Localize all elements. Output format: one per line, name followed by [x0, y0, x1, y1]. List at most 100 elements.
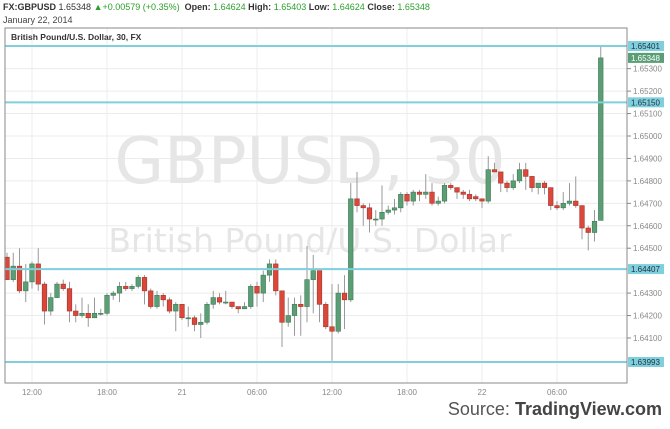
candle-down: [229, 301, 235, 307]
candle-up: [391, 207, 398, 211]
price-tick-label: 1.65000: [633, 132, 662, 141]
candle-up: [591, 220, 598, 233]
candle-down: [498, 171, 504, 184]
time-axis[interactable]: 12:00 18:00 21 06:00 12:00 18:00 22 06:00: [22, 388, 568, 397]
candle-up: [185, 317, 191, 320]
candle-up: [398, 194, 404, 209]
candle-up: [385, 209, 391, 213]
candle-down: [323, 304, 329, 328]
candle-down: [573, 200, 579, 206]
candle-down: [448, 185, 454, 188]
candle-down: [473, 196, 479, 200]
price-tick-label: 1.65300: [633, 65, 662, 74]
candle-up: [560, 203, 566, 209]
price-tick-label: 1.65200: [633, 87, 662, 96]
candle-up: [79, 312, 85, 316]
candle-down: [166, 299, 173, 312]
watermark-symbol: GBPUSD, 30: [115, 125, 506, 199]
candle-up: [198, 321, 204, 325]
grid: [5, 28, 627, 383]
open-label: Open:: [184, 2, 211, 12]
candle-up: [104, 295, 110, 314]
price-tick-label: 1.64700: [633, 199, 662, 208]
candle-down: [460, 191, 466, 195]
close-value: 1.65348: [397, 2, 430, 12]
symbol-header: FX:GBPUSD 1.65348 ▲+0.00579 (+0.35%) Ope…: [3, 2, 430, 12]
low-value: 1.64624: [332, 2, 365, 12]
time-tick-label: 12:00: [22, 388, 43, 397]
chart-title: British Pound/U.S. Dollar, 30, FX: [11, 32, 142, 42]
price-tick-label: 1.64800: [633, 177, 662, 186]
level-label-box: [628, 356, 664, 367]
candle-up: [210, 297, 216, 305]
time-tick-label: 06:00: [247, 388, 268, 397]
price-axis[interactable]: 1.65300 1.65200 1.65100 1.65000 1.64900 1.648…: [627, 41, 664, 367]
candle-down: [504, 182, 510, 188]
candle-up: [566, 200, 573, 204]
candle-down: [179, 304, 185, 319]
candle-down: [454, 187, 460, 193]
price-tick-label: 1.64300: [633, 289, 662, 298]
candle-up: [516, 169, 523, 182]
candle-up: [48, 297, 54, 312]
candle-down: [216, 297, 223, 303]
chart-date: January 22, 2014: [3, 15, 73, 25]
level-label: 1.63993: [631, 358, 660, 367]
candle-up: [54, 283, 60, 298]
candle-down: [341, 292, 348, 301]
level-label: 1.65401: [631, 42, 660, 51]
source-credit: Source: TradingView.com: [448, 399, 662, 420]
candle-down: [16, 265, 23, 292]
candle-down: [279, 290, 285, 323]
candle-up: [510, 180, 516, 188]
candle-up: [441, 185, 448, 202]
candle-up: [423, 191, 429, 195]
candle-down: [123, 286, 129, 289]
candle-up: [379, 212, 385, 220]
candle-up: [291, 304, 298, 316]
candle-down: [73, 310, 79, 316]
candle-up: [129, 286, 135, 289]
candle-up: [98, 312, 104, 315]
change: +0.00579 (+0.35%): [102, 2, 180, 12]
candle-up: [435, 200, 441, 204]
candle-down: [548, 187, 554, 206]
candle-down: [579, 205, 585, 229]
candle-down: [316, 270, 323, 305]
level-label-box: [628, 41, 664, 51]
candle-down: [160, 295, 166, 301]
candle-up: [29, 263, 35, 283]
candles: [4, 45, 604, 363]
high-value: 1.65403: [273, 2, 307, 12]
candle-up: [204, 304, 210, 323]
candle-up: [373, 218, 379, 221]
candle-down: [404, 194, 410, 202]
source-label: Source:: [447, 399, 510, 419]
candle-up: [260, 274, 266, 294]
candle-down: [329, 326, 335, 332]
candle-up: [10, 265, 16, 280]
candle-up: [285, 315, 291, 323]
candle-down: [60, 283, 66, 289]
level-label-box: [628, 264, 664, 275]
candle-down: [479, 198, 485, 202]
candle-down: [554, 205, 560, 209]
time-tick-label: 18:00: [97, 388, 118, 397]
candle-down: [529, 176, 535, 188]
time-tick-label: 21: [178, 388, 187, 397]
watermark-name: British Pound/U.S. Dollar: [108, 221, 512, 260]
time-tick-label: 12:00: [322, 388, 343, 397]
candle-down: [523, 169, 529, 177]
candle-up: [535, 182, 541, 188]
candle-down: [585, 227, 591, 233]
price-tick-label: 1.65100: [633, 110, 662, 119]
level-label: 1.65150: [631, 98, 660, 107]
candle-down: [191, 317, 198, 325]
candle-down: [66, 288, 73, 312]
candle-up: [154, 295, 160, 307]
price-tick-label: 1.64600: [633, 222, 662, 231]
open-value: 1.64624: [213, 2, 246, 12]
candle-down: [416, 191, 423, 195]
price-tick-label: 1.64500: [633, 244, 662, 253]
